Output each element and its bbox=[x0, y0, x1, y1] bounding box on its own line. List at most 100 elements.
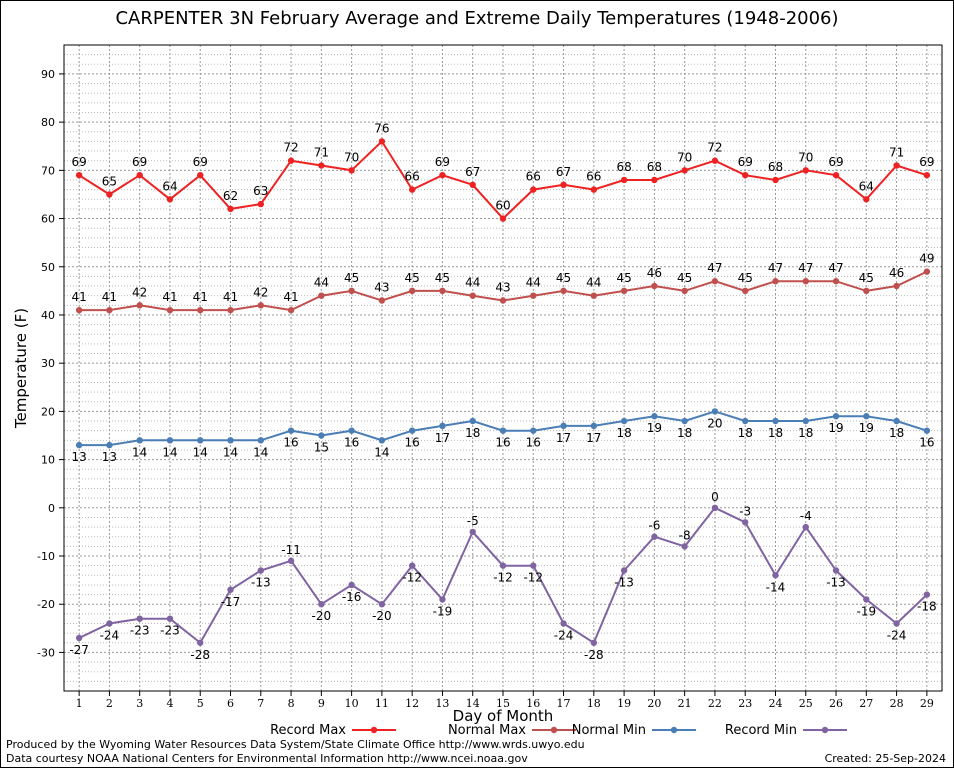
data-point bbox=[348, 287, 355, 295]
legend-label: Record Min bbox=[725, 723, 797, 738]
data-point bbox=[469, 181, 476, 189]
data-point bbox=[802, 278, 809, 285]
y-axis-title: Temperature (F) bbox=[12, 308, 30, 429]
legend-marker bbox=[550, 726, 558, 734]
data-label: -18 bbox=[917, 600, 937, 614]
data-label: 14 bbox=[223, 445, 238, 459]
data-point bbox=[802, 523, 809, 531]
legend-marker bbox=[370, 726, 378, 734]
data-label: 72 bbox=[707, 141, 722, 155]
data-point bbox=[75, 171, 83, 179]
data-label: 16 bbox=[405, 436, 420, 450]
footer-produced-by: Produced by the Wyoming Water Resources … bbox=[6, 738, 585, 751]
data-label: -23 bbox=[130, 624, 150, 638]
data-point bbox=[893, 282, 900, 290]
x-tick-label: 23 bbox=[738, 697, 752, 710]
data-label: 14 bbox=[193, 445, 208, 459]
data-label: 45 bbox=[738, 271, 753, 285]
data-point bbox=[287, 306, 295, 314]
data-point bbox=[136, 171, 143, 179]
data-label: 69 bbox=[132, 155, 147, 169]
legend-label: Normal Max bbox=[448, 723, 526, 738]
data-label: 44 bbox=[314, 276, 329, 290]
data-point bbox=[863, 287, 870, 295]
y-tick-label: 20 bbox=[41, 405, 55, 418]
y-tick-label: 10 bbox=[41, 454, 55, 467]
data-point bbox=[75, 441, 83, 449]
data-label: 42 bbox=[253, 285, 268, 299]
x-tick-label: 10 bbox=[345, 697, 359, 710]
data-point bbox=[75, 306, 83, 314]
chart-title: CARPENTER 3N February Average and Extrem… bbox=[115, 8, 839, 29]
x-tick-label: 16 bbox=[526, 697, 540, 710]
data-point bbox=[106, 620, 113, 627]
data-label: 18 bbox=[768, 426, 783, 440]
data-label: -8 bbox=[679, 528, 691, 542]
data-point bbox=[106, 191, 113, 198]
data-point bbox=[923, 427, 931, 434]
data-label: -6 bbox=[648, 519, 660, 533]
data-label: 41 bbox=[223, 290, 238, 304]
data-label: 67 bbox=[465, 165, 480, 179]
data-label: 72 bbox=[283, 141, 298, 155]
y-tick-label: -10 bbox=[37, 550, 55, 563]
x-tick-label: 6 bbox=[227, 697, 234, 710]
data-label: 45 bbox=[556, 271, 571, 285]
data-point bbox=[802, 417, 809, 425]
x-tick-label: 19 bbox=[617, 697, 631, 710]
data-label: 70 bbox=[798, 150, 813, 164]
data-point bbox=[166, 437, 174, 444]
data-label: 45 bbox=[616, 271, 631, 285]
x-tick-label: 20 bbox=[647, 697, 661, 710]
data-label: 19 bbox=[828, 421, 843, 435]
data-label: -19 bbox=[433, 604, 453, 618]
data-label: 62 bbox=[223, 189, 238, 203]
x-tick-label: 7 bbox=[257, 697, 264, 710]
data-label: 68 bbox=[768, 160, 783, 174]
data-point bbox=[166, 615, 174, 622]
data-point bbox=[318, 162, 325, 169]
data-label: 47 bbox=[828, 261, 843, 275]
data-label: 64 bbox=[162, 179, 177, 193]
x-tick-label: 12 bbox=[405, 697, 419, 710]
data-label: 71 bbox=[314, 146, 329, 160]
data-point bbox=[499, 562, 507, 569]
data-label: 76 bbox=[374, 121, 389, 135]
data-point bbox=[227, 586, 234, 593]
y-tick-label: -20 bbox=[37, 598, 55, 611]
x-tick-label: 15 bbox=[496, 697, 510, 710]
data-point bbox=[469, 528, 476, 536]
data-labels: 69 65 69 64 69 62 63 72 71 70 76 66 69 67 60 66 67 66 68 68… bbox=[69, 121, 936, 661]
x-tick-label: 27 bbox=[859, 697, 873, 710]
x-tick-label: 18 bbox=[587, 697, 601, 710]
x-tick-label: 4 bbox=[166, 697, 173, 710]
data-point bbox=[590, 186, 598, 193]
x-tick-label: 13 bbox=[435, 697, 449, 710]
data-label: 43 bbox=[374, 281, 389, 295]
y-tick-label: -30 bbox=[37, 646, 55, 659]
data-point bbox=[590, 422, 598, 430]
data-point bbox=[348, 581, 355, 589]
data-point bbox=[742, 171, 749, 179]
data-label: 68 bbox=[647, 160, 662, 174]
data-point bbox=[893, 620, 900, 627]
data-point bbox=[772, 417, 779, 425]
data-point bbox=[378, 437, 386, 444]
data-label: 16 bbox=[526, 436, 541, 450]
y-tick-label: 70 bbox=[41, 164, 55, 177]
data-label: 45 bbox=[677, 271, 692, 285]
data-point bbox=[197, 306, 204, 314]
data-point bbox=[408, 186, 416, 193]
data-point bbox=[711, 157, 719, 164]
data-label: 18 bbox=[798, 426, 813, 440]
data-point bbox=[560, 620, 567, 627]
data-point bbox=[863, 196, 870, 203]
data-point bbox=[530, 292, 537, 299]
data-label: 14 bbox=[132, 445, 147, 459]
data-label: 16 bbox=[919, 436, 934, 450]
data-point bbox=[530, 186, 537, 193]
y-tick-label: 40 bbox=[41, 309, 55, 322]
data-point bbox=[257, 437, 264, 444]
